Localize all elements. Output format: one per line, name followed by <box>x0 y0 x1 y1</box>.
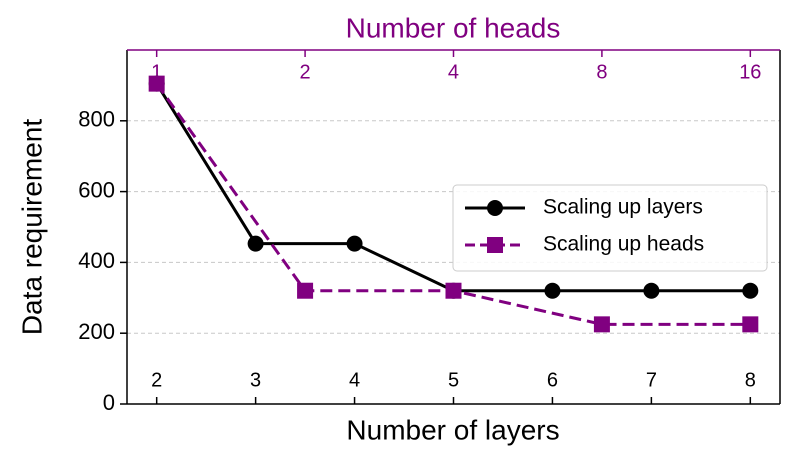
legend-marker <box>487 237 503 253</box>
marker <box>247 235 264 252</box>
top-axis-label: Number of heads <box>346 12 561 43</box>
x-tick-label: 5 <box>448 369 459 391</box>
top-tick-label: 1 <box>151 61 162 83</box>
legend-label: Scaling up heads <box>543 233 704 256</box>
top-tick-label: 4 <box>448 61 459 83</box>
y-tick-label: 200 <box>78 319 115 344</box>
marker <box>544 282 561 299</box>
marker <box>148 75 165 92</box>
x-tick-label: 4 <box>349 369 360 391</box>
top-tick-label: 16 <box>739 61 761 83</box>
legend-box <box>452 184 768 272</box>
marker <box>346 235 363 252</box>
x-tick-label: 3 <box>250 369 261 391</box>
y-tick-label: 0 <box>103 390 115 415</box>
y-axis-label: Data requirement <box>16 119 47 336</box>
x-tick-label: 7 <box>646 369 657 391</box>
legend-marker <box>487 200 503 216</box>
marker <box>593 316 610 333</box>
marker <box>742 316 759 333</box>
top-tick-label: 2 <box>300 61 311 83</box>
x-tick-label: 6 <box>547 369 558 391</box>
legend-label: Scaling up layers <box>543 196 703 219</box>
marker <box>297 282 314 299</box>
x-axis-label: Number of layers <box>346 414 559 445</box>
x-tick-label: 8 <box>745 369 756 391</box>
y-tick-label: 600 <box>78 177 115 202</box>
marker <box>742 282 759 299</box>
y-tick-label: 400 <box>78 248 115 273</box>
marker <box>445 282 462 299</box>
y-tick-label: 800 <box>78 107 115 132</box>
x-tick-label: 2 <box>151 369 162 391</box>
marker <box>643 282 660 299</box>
top-tick-label: 8 <box>596 61 607 83</box>
